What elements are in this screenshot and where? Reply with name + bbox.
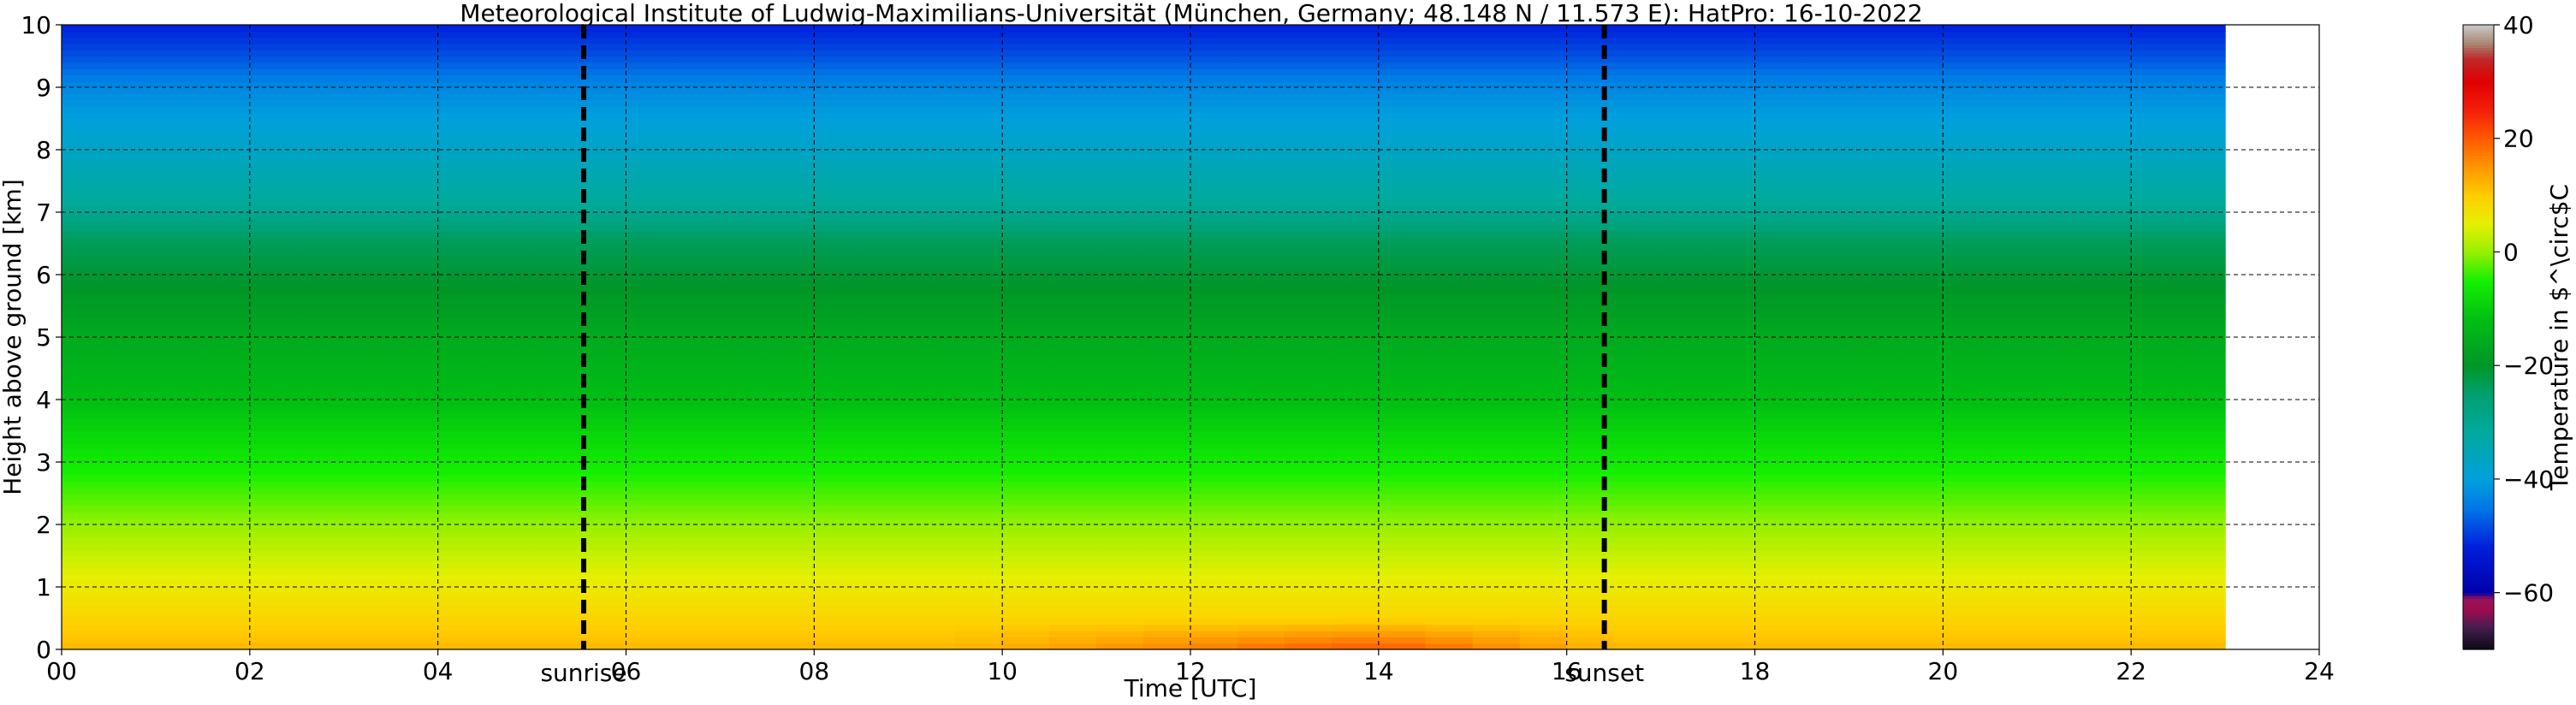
x-tick-label: 06 xyxy=(611,657,642,685)
chart-title: Meteorological Institute of Ludwig-Maxim… xyxy=(460,0,1922,27)
event-lines: sunrise sunset xyxy=(540,25,1644,687)
x-tick-label: 24 xyxy=(2304,657,2335,685)
x-tick-label: 10 xyxy=(987,657,1018,685)
colorbar-tick-label: 40 xyxy=(2503,11,2534,39)
x-tick-label: 22 xyxy=(2116,657,2146,685)
x-tick-label: 12 xyxy=(1175,657,1206,685)
y-tick-label: 10 xyxy=(21,11,51,39)
y-tick-label: 0 xyxy=(36,636,51,664)
plot-area: sunrise sunset 00 02 04 06 08 10 12 14 16 18 20 22 24… xyxy=(21,11,2334,687)
x-tick-label: 18 xyxy=(1740,657,1771,685)
y-tick-label: 9 xyxy=(36,74,51,102)
x-tick-label: 16 xyxy=(1552,657,1582,685)
x-tick-label: 04 xyxy=(423,657,454,685)
x-tick-label: 00 xyxy=(46,657,77,685)
y-tick-label: 3 xyxy=(36,448,51,477)
y-tick-label: 8 xyxy=(36,136,51,164)
sunset-label: sunset xyxy=(1564,659,1644,687)
heatmap-field xyxy=(62,25,2226,650)
y-tick-label: 2 xyxy=(36,511,51,539)
y-axis-ticks: 0 1 2 3 4 5 6 7 8 9 10 xyxy=(21,11,62,664)
colorbar-tick-label: −20 xyxy=(2503,352,2554,380)
x-tick-label: 02 xyxy=(234,657,265,685)
y-tick-label: 7 xyxy=(36,198,51,227)
y-tick-label: 5 xyxy=(36,323,51,352)
colorbar-tick-label: 0 xyxy=(2503,238,2519,266)
x-tick-label: 08 xyxy=(799,657,830,685)
x-axis-label: Time [UTC] xyxy=(1124,674,1257,702)
grid-lines xyxy=(62,25,2319,649)
y-tick-label: 6 xyxy=(36,261,51,289)
colorbar-ticks: 40 20 0 −20 −40 −60 xyxy=(2494,11,2554,607)
sunrise-label: sunrise xyxy=(540,659,626,687)
colorbar-tick-label: −40 xyxy=(2503,465,2554,494)
colorbar-label: Temperature in $^\circ$C xyxy=(2545,184,2573,491)
y-tick-label: 4 xyxy=(36,386,51,414)
colorbar: 40 20 0 −20 −40 −60 Temperature in $^\circ$C xyxy=(2462,11,2573,650)
colorbar-tick-label: 20 xyxy=(2503,125,2534,153)
x-tick-label: 20 xyxy=(1928,657,1959,685)
x-tick-label: 14 xyxy=(1363,657,1394,685)
y-tick-label: 1 xyxy=(36,573,51,601)
x-axis-ticks: 00 02 04 06 08 10 12 14 16 18 20 22 24 xyxy=(46,649,2335,685)
y-axis-label: Height above ground [km] xyxy=(0,179,27,495)
colorbar-tick-label: −60 xyxy=(2503,579,2554,607)
